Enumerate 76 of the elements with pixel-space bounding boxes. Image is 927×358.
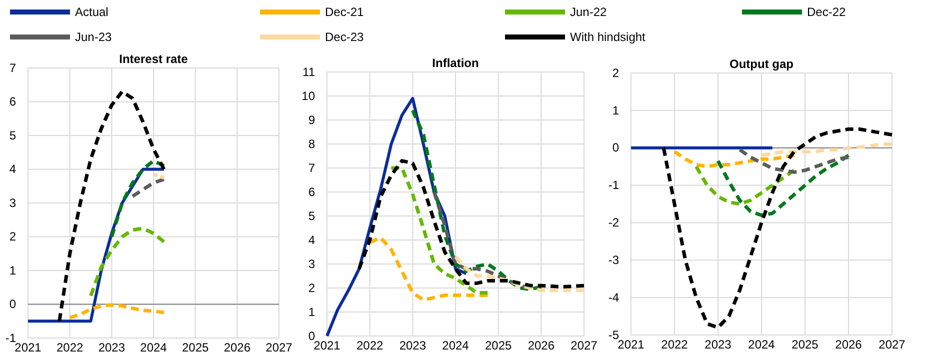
y-tick-label: 2 (308, 280, 316, 295)
x-tick-label: 2027 (878, 338, 906, 352)
y-tick-label: 1 (308, 304, 316, 319)
y-tick-label: 7 (308, 160, 316, 175)
line-series (738, 148, 850, 174)
y-tick-label: 2 (9, 230, 16, 244)
y-tick-label: 4 (308, 232, 316, 247)
y-tick-label: 1 (612, 103, 620, 118)
x-tick-label: 2027 (570, 338, 598, 353)
y-tick-label: 8 (308, 136, 316, 151)
y-tick-label: 7 (9, 60, 16, 75)
x-tick-label: 2025 (484, 338, 512, 353)
chart-title: Inflation (432, 56, 479, 70)
line-series (58, 90, 166, 323)
legend-label: Dec-22 (807, 5, 846, 19)
y-tick-label: -2 (608, 216, 620, 230)
x-tick-label: 2023 (98, 340, 126, 355)
x-tick-label: 2026 (528, 338, 555, 353)
y-tick-label: 2 (612, 66, 620, 80)
x-tick-label: 2024 (748, 338, 776, 352)
y-tick-label: 4 (9, 162, 16, 176)
x-tick-label: 2027 (266, 340, 293, 355)
y-tick-label: 5 (9, 128, 16, 142)
x-tick-label: 2024 (140, 340, 168, 355)
legend-label: Jun-22 (570, 5, 608, 19)
legend-label: Actual (75, 5, 108, 19)
y-tick-label: 10 (302, 88, 316, 103)
y-tick-label: 0 (612, 140, 620, 155)
x-tick-label: 2024 (442, 338, 470, 353)
y-tick-label: 0 (308, 328, 316, 343)
line-series (368, 236, 490, 302)
x-tick-label: 2026 (835, 338, 862, 352)
y-tick-label: -3 (608, 252, 620, 267)
y-tick-label: 6 (9, 94, 16, 109)
legend-label: Jun-23 (75, 30, 112, 44)
line-series (672, 150, 796, 168)
line-series (662, 127, 894, 330)
legend-label: Dec-21 (325, 5, 364, 19)
y-tick-label: -1 (608, 178, 620, 192)
line-series (716, 154, 850, 217)
x-tick-label: 2023 (704, 338, 732, 352)
x-tick-label: 2022 (56, 340, 84, 355)
x-tick-label: 2022 (356, 338, 384, 353)
x-tick-label: 2022 (661, 338, 688, 352)
line-series (454, 255, 586, 292)
y-tick-label: -5 (608, 328, 620, 342)
x-tick-label: 2021 (618, 338, 645, 352)
y-tick-label: 0 (9, 297, 16, 312)
x-tick-label: 2026 (224, 340, 251, 355)
line-series (110, 159, 166, 238)
x-tick-label: 2025 (792, 338, 819, 352)
line-series (68, 303, 166, 320)
y-tick-label: 1 (9, 263, 16, 278)
y-tick-label: 5 (308, 208, 316, 223)
y-tick-label: 11 (302, 64, 316, 79)
line-series (390, 166, 490, 295)
x-tick-label: 2023 (399, 338, 426, 353)
legend-label: With hindsight (570, 30, 646, 44)
legend-label: Dec-23 (325, 30, 364, 44)
line-series (357, 159, 586, 289)
line-series (130, 178, 166, 198)
line-series (694, 164, 796, 206)
y-tick-label: 9 (308, 112, 316, 127)
chart-title: Interest rate (119, 52, 188, 66)
y-tick-label: -1 (5, 330, 16, 345)
line-series (760, 142, 894, 158)
x-tick-label: 2021 (314, 338, 341, 353)
y-tick-label: 6 (308, 184, 316, 199)
line-series (89, 226, 166, 298)
x-tick-label: 2021 (14, 340, 42, 355)
line-series (410, 108, 543, 291)
x-tick-label: 2025 (182, 340, 210, 355)
y-tick-label: 3 (9, 196, 16, 210)
y-tick-label: 3 (308, 256, 316, 271)
y-tick-label: -4 (608, 290, 620, 304)
chart-title: Output gap (730, 57, 794, 71)
